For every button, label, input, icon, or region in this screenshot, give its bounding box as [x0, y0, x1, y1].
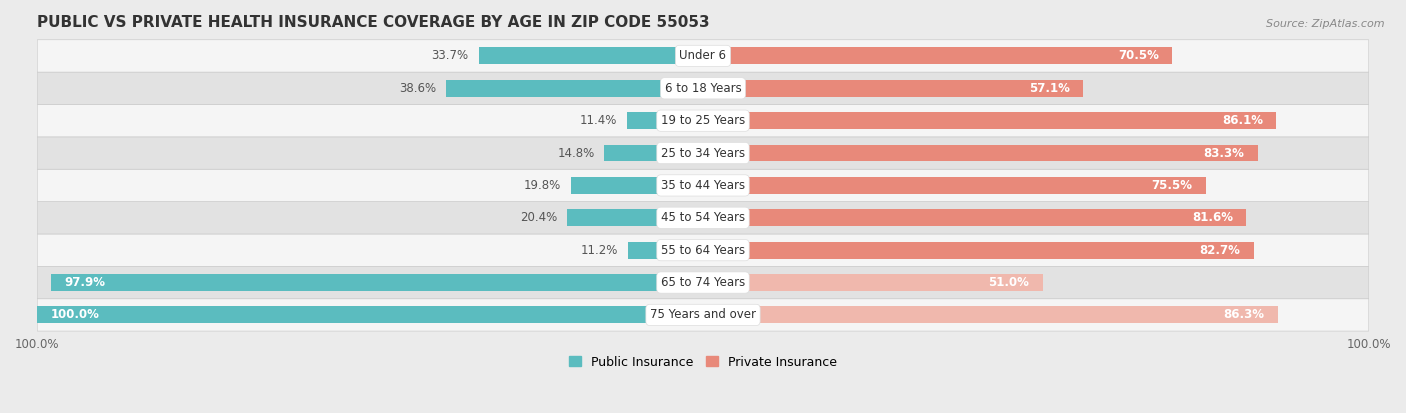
Text: 45 to 54 Years: 45 to 54 Years — [661, 211, 745, 224]
Text: 75 Years and over: 75 Years and over — [650, 309, 756, 321]
Text: 19.8%: 19.8% — [524, 179, 561, 192]
Text: Source: ZipAtlas.com: Source: ZipAtlas.com — [1267, 19, 1385, 28]
Bar — [605, 145, 703, 161]
Bar — [703, 112, 1277, 129]
Text: 57.1%: 57.1% — [1029, 82, 1070, 95]
Text: 86.3%: 86.3% — [1223, 309, 1264, 321]
FancyBboxPatch shape — [37, 266, 1369, 299]
Bar — [703, 242, 1254, 259]
Text: 55 to 64 Years: 55 to 64 Years — [661, 244, 745, 256]
FancyBboxPatch shape — [37, 299, 1369, 331]
Text: 14.8%: 14.8% — [557, 147, 595, 159]
Text: PUBLIC VS PRIVATE HEALTH INSURANCE COVERAGE BY AGE IN ZIP CODE 55053: PUBLIC VS PRIVATE HEALTH INSURANCE COVER… — [37, 15, 710, 30]
Text: 35 to 44 Years: 35 to 44 Years — [661, 179, 745, 192]
Bar — [703, 47, 1173, 64]
Bar — [567, 209, 703, 226]
Text: 97.9%: 97.9% — [65, 276, 105, 289]
Text: 33.7%: 33.7% — [432, 50, 468, 62]
Bar — [703, 274, 1042, 291]
Text: 25 to 34 Years: 25 to 34 Years — [661, 147, 745, 159]
Bar — [571, 177, 703, 194]
FancyBboxPatch shape — [37, 137, 1369, 169]
Text: 38.6%: 38.6% — [399, 82, 436, 95]
Text: 11.4%: 11.4% — [579, 114, 617, 127]
Text: 20.4%: 20.4% — [520, 211, 557, 224]
Bar — [703, 209, 1246, 226]
Bar — [703, 177, 1205, 194]
Text: 86.1%: 86.1% — [1222, 114, 1263, 127]
FancyBboxPatch shape — [37, 202, 1369, 234]
Bar — [703, 80, 1083, 97]
Text: 65 to 74 Years: 65 to 74 Years — [661, 276, 745, 289]
Bar — [703, 145, 1257, 161]
Text: Under 6: Under 6 — [679, 50, 727, 62]
Bar — [37, 306, 703, 323]
Text: 82.7%: 82.7% — [1199, 244, 1240, 256]
FancyBboxPatch shape — [37, 104, 1369, 137]
Text: 83.3%: 83.3% — [1204, 147, 1244, 159]
Bar — [51, 274, 703, 291]
Bar — [627, 112, 703, 129]
Text: 70.5%: 70.5% — [1118, 50, 1159, 62]
Bar — [478, 47, 703, 64]
Text: 19 to 25 Years: 19 to 25 Years — [661, 114, 745, 127]
FancyBboxPatch shape — [37, 72, 1369, 104]
Text: 51.0%: 51.0% — [988, 276, 1029, 289]
FancyBboxPatch shape — [37, 40, 1369, 72]
Legend: Public Insurance, Private Insurance: Public Insurance, Private Insurance — [564, 351, 842, 374]
Text: 11.2%: 11.2% — [581, 244, 619, 256]
Text: 75.5%: 75.5% — [1152, 179, 1192, 192]
Text: 6 to 18 Years: 6 to 18 Years — [665, 82, 741, 95]
Bar — [628, 242, 703, 259]
Text: 100.0%: 100.0% — [51, 309, 100, 321]
FancyBboxPatch shape — [37, 234, 1369, 266]
Bar — [446, 80, 703, 97]
Text: 81.6%: 81.6% — [1192, 211, 1233, 224]
Bar — [703, 306, 1278, 323]
FancyBboxPatch shape — [37, 169, 1369, 202]
